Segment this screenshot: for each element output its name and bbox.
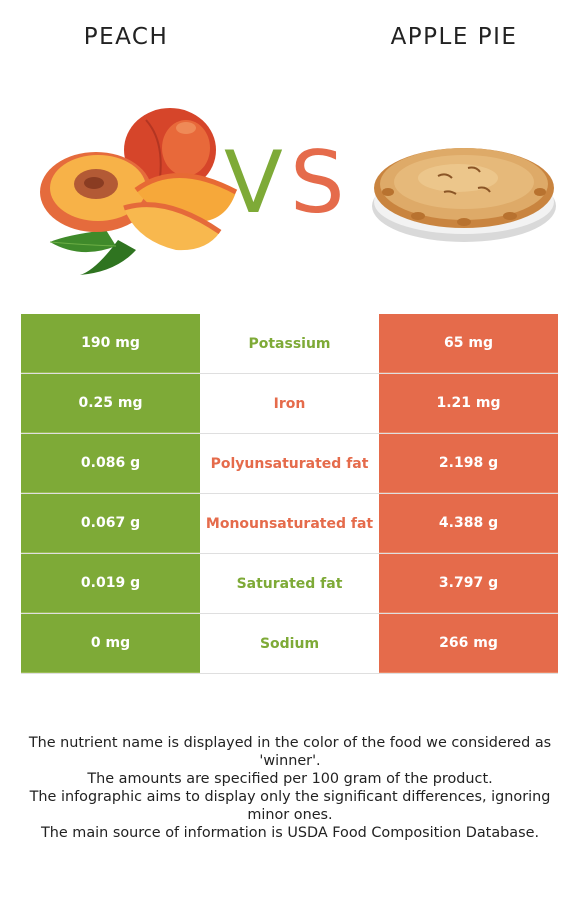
peach-image	[40, 108, 238, 275]
footer-notes: The nutrient name is displayed in the co…	[20, 734, 560, 842]
apple-pie-value: 1.21 mg	[379, 374, 558, 433]
apple-pie-value: 4.388 g	[379, 494, 558, 553]
nutrient-name: Monounsaturated fat	[200, 494, 379, 553]
footer-line-per-100g: The amounts are specified per 100 gram o…	[87, 771, 493, 787]
comparison-table: 190 mg Potassium 65 mg 0.25 mg Iron 1.21…	[21, 314, 558, 674]
nutrient-name: Sodium	[200, 614, 379, 673]
peach-value: 0.25 mg	[21, 374, 200, 433]
right-food-title: APPLE PIE	[390, 24, 518, 50]
peach-value: 0 mg	[21, 614, 200, 673]
nutrient-name: Potassium	[200, 314, 379, 373]
table-row: 0.086 g Polyunsaturated fat 2.198 g	[21, 434, 558, 494]
table-row: 0.067 g Monounsaturated fat 4.388 g	[21, 494, 558, 554]
footer-line-winner-color: The nutrient name is displayed in the co…	[28, 735, 552, 769]
peach-value: 0.086 g	[21, 434, 200, 493]
vs-letter-v: V	[224, 133, 283, 233]
peach-value: 0.019 g	[21, 554, 200, 613]
apple-pie-value: 65 mg	[379, 314, 558, 373]
peach-value: 190 mg	[21, 314, 200, 373]
apple-pie-value: 3.797 g	[379, 554, 558, 613]
apple-pie-value: 2.198 g	[379, 434, 558, 493]
nutrient-name: Iron	[200, 374, 379, 433]
vs-letter-s: S	[290, 133, 345, 233]
nutrient-name: Polyunsaturated fat	[200, 434, 379, 493]
footer-line-source: The main source of information is USDA F…	[40, 825, 540, 841]
left-food-title: PEACH	[83, 24, 169, 50]
table-row: 0.019 g Saturated fat 3.797 g	[21, 554, 558, 614]
peach-value: 0.067 g	[21, 494, 200, 553]
nutrient-name: Saturated fat	[200, 554, 379, 613]
apple-pie-image	[372, 148, 556, 242]
table-row: 0 mg Sodium 266 mg	[21, 614, 558, 674]
table-row: 190 mg Potassium 65 mg	[21, 314, 558, 374]
footer-line-significant-differences: The infographic aims to display only the…	[29, 789, 551, 823]
apple-pie-value: 266 mg	[379, 614, 558, 673]
table-row: 0.25 mg Iron 1.21 mg	[21, 374, 558, 434]
